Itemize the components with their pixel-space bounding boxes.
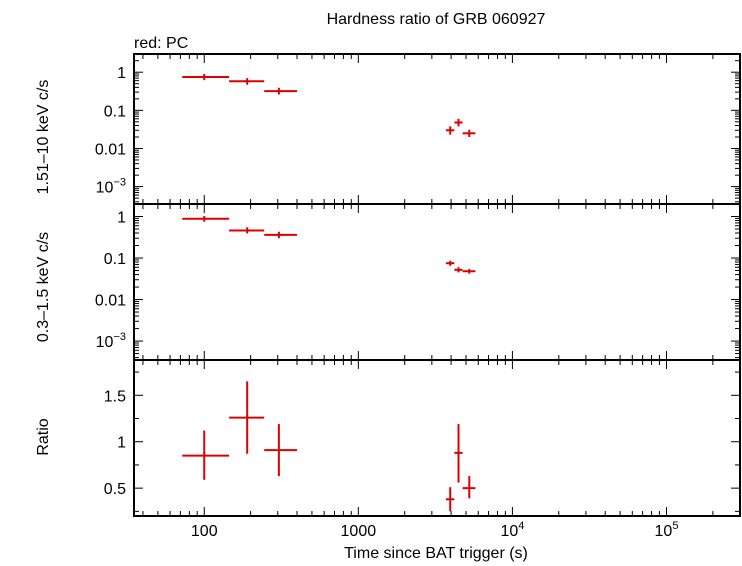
data-point	[182, 215, 230, 222]
data-point	[182, 430, 230, 480]
data-point	[454, 267, 463, 273]
chart-subtitle: red: PC	[134, 35, 188, 52]
y-tick-label: 0.01	[95, 141, 126, 158]
y-tick-label: 10−3	[96, 331, 126, 351]
y-tick-label: 1	[117, 65, 126, 82]
chart-title: Hardness ratio of GRB 060927	[327, 11, 546, 28]
x-tick-label: 100	[191, 523, 218, 540]
y-tick-label: 1.5	[104, 388, 126, 405]
panel-soft: 1 0.1 0.01 10−3	[95, 203, 741, 361]
y-tick-label: 1	[117, 209, 126, 226]
data-point	[445, 487, 455, 512]
data-point	[264, 424, 298, 477]
panel-frame	[133, 359, 741, 517]
x-tick-label: 1000	[341, 523, 377, 540]
x-tick-label: 104	[500, 520, 524, 540]
y-axis-label-soft: 0.3–1.5 keV c/s	[35, 232, 52, 342]
y-tick-label: 0.1	[104, 251, 126, 268]
data-point	[182, 73, 230, 81]
panel-hard: 1 0.1 0.01 10−3	[95, 53, 741, 205]
data-point	[229, 78, 265, 85]
data-point	[264, 87, 298, 95]
data-point	[264, 231, 298, 239]
data-point	[462, 129, 476, 137]
plot-layer: 1 0.1 0.01 10−3 1 0.1 0.01 10−3 0.5 1 1.5 100 1000 10…	[95, 53, 741, 540]
data-point	[454, 424, 463, 483]
x-axis-label: Time since BAT trigger (s)	[344, 545, 528, 562]
y-tick-label: 0.1	[104, 103, 126, 120]
y-tick-label: 0.5	[104, 481, 126, 498]
data-point	[445, 260, 455, 266]
panel-ratio: 0.5 1 1.5	[104, 359, 741, 517]
data-point	[229, 227, 265, 234]
y-tick-label: 1	[117, 435, 126, 452]
data-point	[462, 268, 476, 274]
y-tick-label: 10−3	[96, 177, 126, 197]
data-point	[462, 476, 476, 499]
y-tick-label: 0.01	[95, 293, 126, 310]
panel-frame	[133, 203, 741, 361]
y-axis-label-hard: 1.51–10 keV c/s	[35, 80, 52, 195]
y-axis-label-ratio: Ratio	[35, 418, 52, 455]
data-point	[454, 118, 463, 127]
data-point	[229, 381, 265, 454]
x-tick-label: 105	[655, 520, 679, 540]
data-point	[445, 126, 455, 135]
